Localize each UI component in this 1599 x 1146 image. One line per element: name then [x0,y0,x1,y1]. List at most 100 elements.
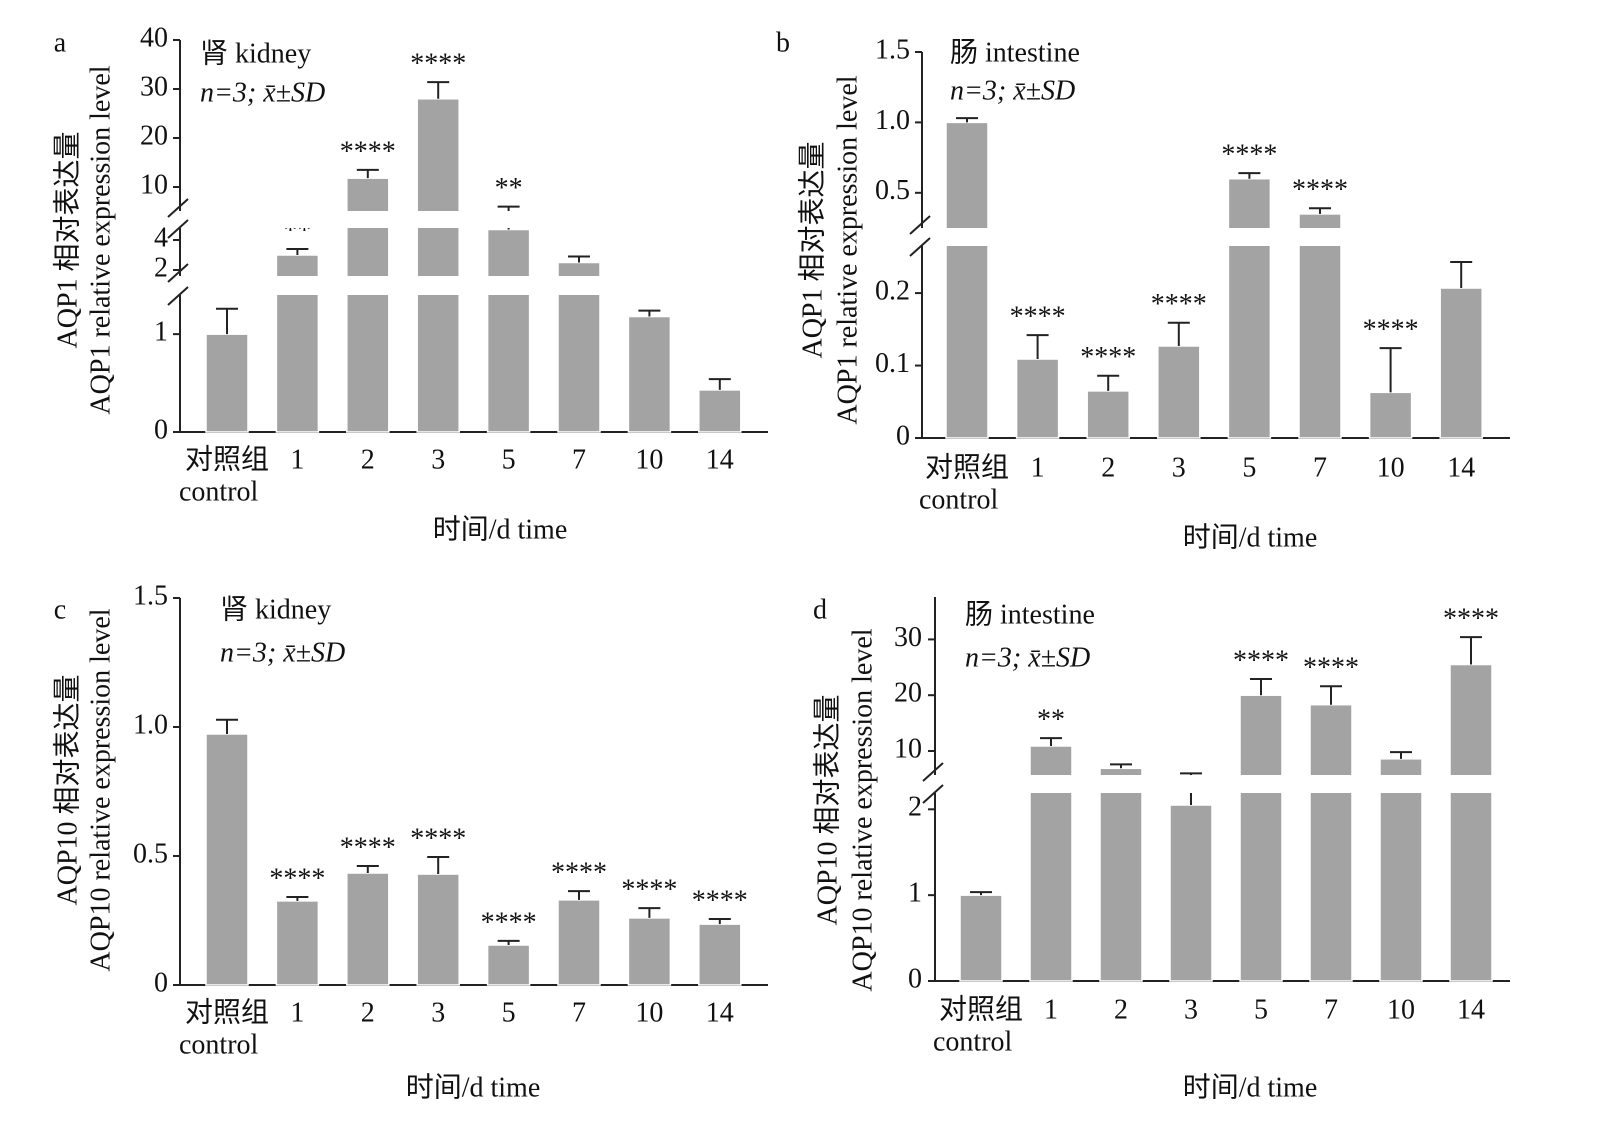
significance-label: **** [1303,653,1359,684]
annotation: n=3; x̄±SD [200,77,325,108]
y-tick-label: 30 [140,71,168,102]
error-bar [427,81,450,99]
significance-label: **** [1221,140,1277,171]
significance-label: **** [1080,342,1136,373]
significance-label: **** [410,49,466,80]
bar [698,389,742,433]
x-tick-note: control [179,476,259,507]
x-tick-label: 3 [431,444,445,475]
error-bar [568,255,590,263]
significance-label: **** [269,863,325,894]
bar [1298,213,1342,439]
y-tick-label: 10 [140,169,168,200]
error-bar [1320,685,1342,705]
y-tick-label: 20 [140,120,168,151]
x-tick-label: 14 [1447,452,1475,483]
error-bar [708,378,731,390]
x-tick-label: 5 [1254,994,1268,1025]
x-tick-label: 对照组 [185,443,269,475]
bar [698,923,742,986]
x-tick-label: 2 [1114,994,1128,1025]
x-tick-label: 对照组 [925,451,1009,483]
significance-label: **** [1443,604,1499,635]
panel-letter: d [813,594,827,625]
significance-label: **** [340,832,396,863]
error-bar [216,307,238,335]
bar [1099,767,1143,982]
y-axis-label: AQP10 relative expression level [85,608,116,971]
y-tick-label: 0 [908,963,922,994]
x-tick-label: 7 [572,444,586,475]
bar [486,944,531,986]
x-tick-label: 2 [361,997,375,1028]
y-axis-label: AQP1 相对表达量 [796,141,828,358]
axis-break-gap [908,228,1510,246]
x-tick-label: 对照组 [185,996,269,1028]
error-bar [356,865,379,874]
y-tick-label: 1.0 [133,709,168,740]
bar [945,121,989,439]
x-axis-label: 时间/d time [433,513,568,545]
y-tick-label: 30 [894,622,922,653]
bar [275,900,320,986]
y-tick-label: 1.0 [875,105,910,136]
bar [416,873,460,986]
error-bar [356,168,379,179]
error-bar [1110,763,1132,769]
error-bar [1097,374,1120,391]
error-bar [216,718,238,734]
x-tick-label: 1 [1044,994,1058,1025]
y-tick-label: 2 [154,252,168,283]
error-bar [708,917,731,925]
y-tick-label: 40 [140,22,168,53]
x-tick-note: control [179,1029,259,1060]
error-bar [1460,636,1482,665]
error-bar [1250,678,1272,696]
x-tick-note: control [919,484,999,515]
x-tick-label: 3 [1172,452,1186,483]
x-tick-label: 10 [1377,452,1405,483]
x-tick-label: 14 [706,444,734,475]
error-bar [1040,737,1062,746]
axis-break-gap [166,276,768,295]
x-tick-label: 14 [706,997,734,1028]
bar [627,315,672,433]
bar [1157,345,1201,439]
bar [416,98,460,433]
x-tick-label: 1 [290,997,304,1028]
x-axis-label: 时间/d time [1183,521,1318,553]
y-tick-label: 0.1 [875,348,910,379]
y-tick-label: 1 [154,317,168,348]
y-axis-label: AQP10 relative expression level [847,628,878,991]
significance-label: **** [1010,302,1066,333]
panel-letter: c [54,594,66,625]
annotation: n=3; x̄±SD [220,637,345,668]
panel-letter: a [54,27,67,58]
bar [1368,391,1413,439]
x-tick-label: 5 [502,444,516,475]
significance-label: **** [1363,315,1419,346]
axis-break-gap [921,775,1510,793]
panel-title: 肠 intestine [965,599,1095,630]
axis-break-mark [909,215,931,257]
annotation: n=3; x̄±SD [950,75,1075,106]
y-tick-label: 0.2 [875,276,910,307]
axis-break-mark [167,198,189,239]
significance-label: ** [1037,705,1065,736]
panel-title: 肾 kidney [200,38,311,69]
bar [1379,758,1423,982]
x-tick-label: 1 [1031,452,1045,483]
bar [1239,694,1283,982]
bar [205,733,249,986]
bar [959,894,1003,982]
y-tick-label: 0 [154,414,168,445]
bar [205,333,249,433]
x-tick-label: 1 [290,444,304,475]
error-bar [286,248,309,255]
bar [1309,703,1353,982]
panel-title: 肾 kidney [220,594,331,625]
error-bar [1167,321,1190,346]
axis-break-mark [922,762,944,804]
y-tick-label: 0 [154,967,168,998]
